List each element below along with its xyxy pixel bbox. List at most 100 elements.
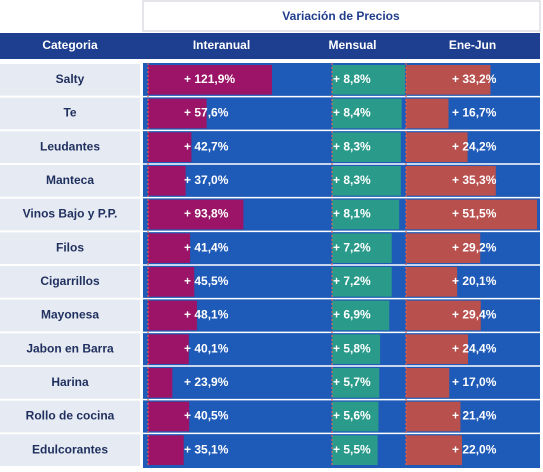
value-label: + 20,1% (452, 274, 497, 288)
bar (406, 334, 469, 364)
bar (148, 300, 197, 331)
bar (148, 166, 186, 196)
bar (406, 368, 450, 398)
bar (332, 334, 381, 364)
bar (406, 132, 468, 162)
value-label: + 16,7% (452, 106, 497, 120)
bar (332, 98, 402, 129)
value-label: + 8,8% (333, 72, 371, 86)
bar (332, 132, 401, 162)
category-label: Harina (51, 375, 89, 389)
bar (332, 401, 379, 432)
bar (406, 267, 458, 297)
value-label: + 7,2% (333, 274, 371, 288)
value-label: + 6,9% (333, 308, 371, 322)
category-cell (0, 400, 140, 433)
value-label: + 24,2% (452, 139, 497, 153)
column-header: Mensual (328, 38, 376, 52)
bar (406, 300, 481, 331)
value-label: + 40,5% (184, 409, 229, 423)
category-label: Manteca (46, 173, 94, 187)
value-label: + 35,3% (452, 173, 497, 187)
value-label: + 29,4% (452, 308, 497, 322)
bar (406, 98, 449, 129)
value-label: + 29,2% (452, 240, 497, 254)
value-label: + 8,4% (333, 106, 371, 120)
value-label: + 48,1% (184, 308, 229, 322)
value-label: + 35,1% (184, 442, 229, 456)
value-label: + 37,0% (184, 173, 229, 187)
bar (332, 368, 380, 398)
category-label: Leudantes (40, 139, 100, 153)
category-label: Cigarrillos (40, 274, 100, 288)
column-header: Ene-Jun (449, 38, 496, 52)
value-label: + 24,4% (452, 341, 497, 355)
bar (332, 199, 400, 230)
value-label: + 5,7% (333, 375, 371, 389)
bar (332, 435, 378, 465)
column-header: Interanual (193, 38, 250, 52)
bar (148, 98, 207, 129)
value-label: + 57,6% (184, 106, 229, 120)
value-label: + 5,8% (333, 341, 371, 355)
value-label: + 21,4% (452, 409, 497, 423)
value-label: + 42,7% (184, 139, 229, 153)
bar (332, 267, 392, 297)
category-cell (0, 367, 140, 399)
bar (406, 233, 481, 263)
value-label: + 5,5% (333, 442, 371, 456)
category-cell (0, 232, 140, 264)
category-label: Salty (56, 72, 85, 86)
bar (148, 65, 272, 95)
category-label: Te (63, 106, 76, 120)
category-cell (0, 266, 140, 298)
bar (406, 435, 462, 465)
bar (148, 199, 244, 230)
value-label: + 41,4% (184, 240, 229, 254)
bar (332, 300, 390, 331)
bar (148, 368, 173, 398)
bar (332, 166, 401, 196)
bar (148, 233, 191, 263)
bar (332, 65, 405, 95)
category-header: Categoria (42, 38, 98, 52)
bar (406, 65, 491, 95)
value-label: + 8,3% (333, 139, 371, 153)
category-label: Vinos Bajo y P.P. (23, 207, 118, 221)
bar (406, 401, 461, 432)
bar (406, 166, 496, 196)
value-label: + 40,1% (184, 341, 229, 355)
value-label: + 7,2% (333, 240, 371, 254)
value-label: + 93,8% (184, 207, 229, 221)
category-cell (0, 97, 140, 130)
bar (406, 199, 537, 230)
header-row (0, 33, 540, 59)
bar (148, 401, 190, 432)
value-label: + 8,3% (333, 173, 371, 187)
category-cell (0, 299, 140, 332)
bar (148, 267, 195, 297)
category-cell (0, 198, 140, 231)
title-cell (142, 0, 541, 32)
category-label: Rollo de cocina (26, 409, 115, 423)
bar (332, 233, 392, 263)
bar (148, 132, 192, 162)
value-label: + 45,5% (184, 274, 229, 288)
value-label: + 51,5% (452, 207, 497, 221)
value-label: + 33,2% (452, 72, 497, 86)
bar (148, 435, 184, 465)
category-label: Edulcorantes (32, 442, 108, 456)
chart-title: Variación de Precios (282, 9, 400, 23)
bar (148, 334, 189, 364)
category-label: Filos (56, 240, 84, 254)
category-cell (0, 434, 140, 466)
category-cell (0, 165, 140, 197)
value-label: + 121,9% (184, 72, 235, 86)
value-label: + 23,9% (184, 375, 229, 389)
value-label: + 22,0% (452, 442, 497, 456)
value-label: + 17,0% (452, 375, 497, 389)
value-label: + 5,6% (333, 409, 371, 423)
category-cell (0, 131, 140, 163)
category-cell (0, 64, 140, 96)
